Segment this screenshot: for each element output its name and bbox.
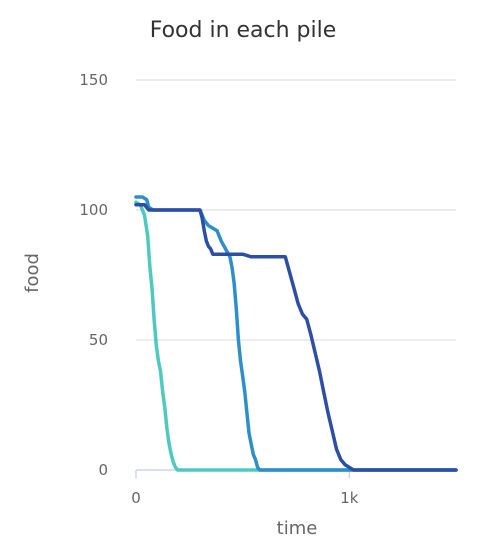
x-tick-label: 0 — [131, 489, 141, 507]
series-line-1[interactable] — [134, 200, 458, 472]
y-tick-label: 50 — [89, 331, 108, 349]
series-line-3[interactable] — [134, 203, 458, 472]
y-axis-ticks: 0 50 100 150 — [79, 71, 108, 479]
y-axis-label: food — [22, 253, 43, 293]
y-tick-label: 0 — [98, 461, 108, 479]
x-axis-label: time — [277, 518, 318, 539]
series-line-2[interactable] — [134, 195, 458, 472]
y-tick-label: 100 — [79, 201, 108, 219]
x-axis-ticks: 0 1k — [131, 470, 359, 507]
series-group — [134, 195, 458, 472]
x-tick-label: 1k — [340, 489, 359, 507]
chart-title: Food in each pile — [150, 18, 337, 43]
gridlines — [136, 79, 456, 471]
y-tick-label: 150 — [79, 71, 108, 89]
